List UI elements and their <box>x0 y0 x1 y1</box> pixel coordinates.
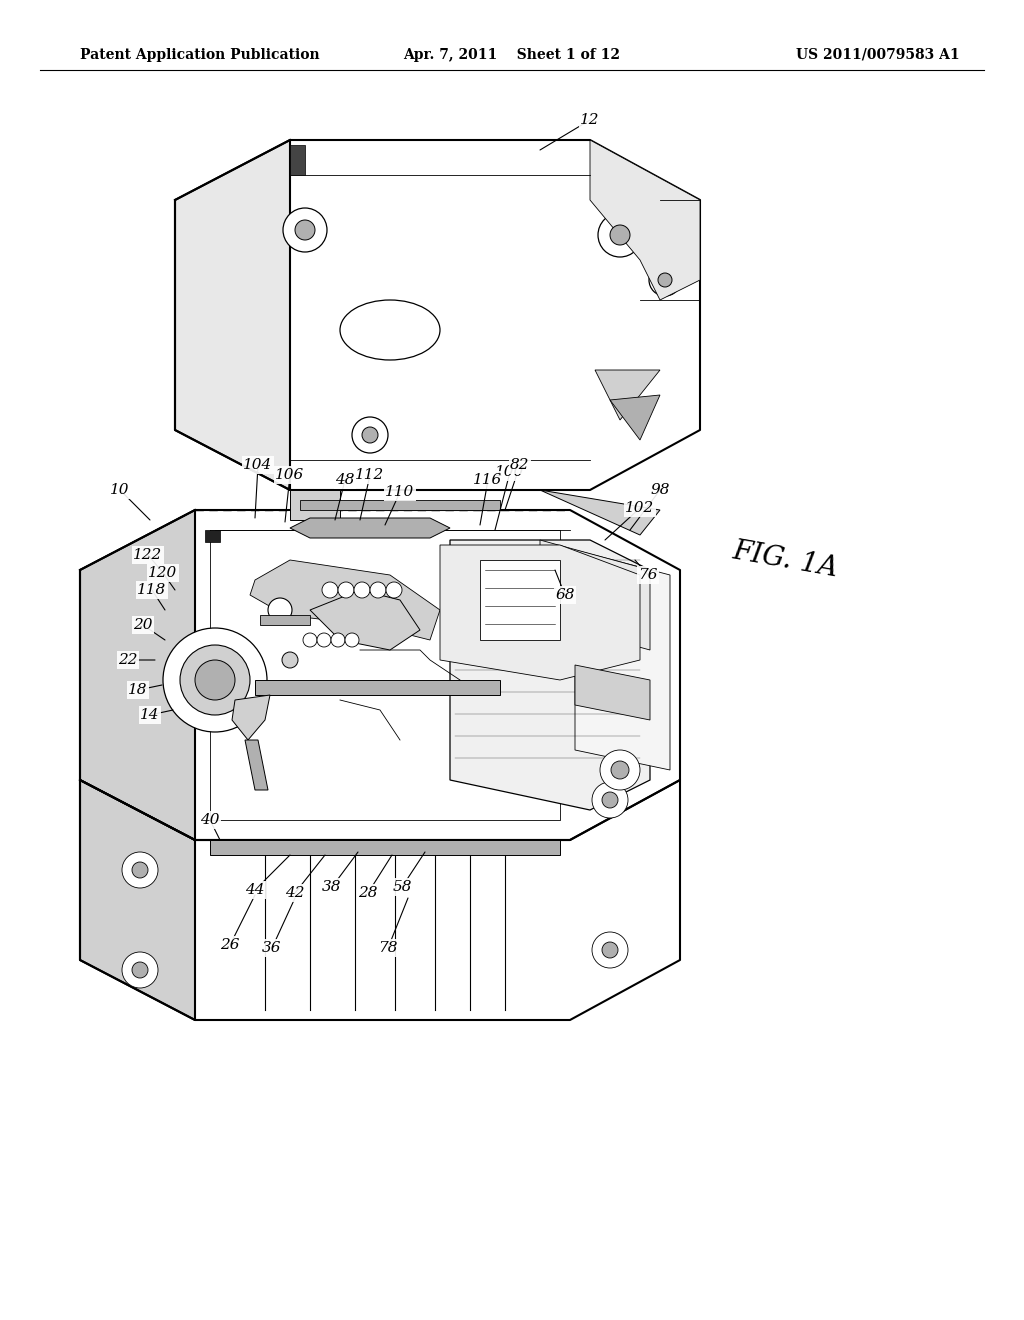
Polygon shape <box>540 490 660 535</box>
Polygon shape <box>450 540 650 810</box>
Polygon shape <box>80 510 680 840</box>
Polygon shape <box>290 517 450 539</box>
Polygon shape <box>175 140 290 490</box>
Circle shape <box>610 224 630 246</box>
Text: 40: 40 <box>201 813 220 828</box>
Polygon shape <box>575 665 650 719</box>
Polygon shape <box>255 680 500 696</box>
Text: 106: 106 <box>275 469 304 482</box>
Circle shape <box>163 628 267 733</box>
Circle shape <box>338 582 354 598</box>
Circle shape <box>331 634 345 647</box>
Circle shape <box>317 634 331 647</box>
Text: 38: 38 <box>323 880 342 894</box>
Polygon shape <box>80 510 195 840</box>
Text: 20: 20 <box>133 618 153 632</box>
Text: 76: 76 <box>638 568 657 582</box>
Text: FIG. 1A: FIG. 1A <box>730 537 840 582</box>
Text: Apr. 7, 2011    Sheet 1 of 12: Apr. 7, 2011 Sheet 1 of 12 <box>403 48 621 62</box>
Text: 28: 28 <box>358 886 378 900</box>
Text: 78: 78 <box>378 941 397 954</box>
Circle shape <box>592 781 628 818</box>
Polygon shape <box>300 500 500 510</box>
Text: 36: 36 <box>262 941 282 954</box>
Polygon shape <box>205 531 220 543</box>
Text: 112: 112 <box>355 469 385 482</box>
Circle shape <box>268 598 292 622</box>
Polygon shape <box>245 741 268 789</box>
Polygon shape <box>595 370 660 420</box>
Polygon shape <box>310 590 420 649</box>
Text: 10: 10 <box>111 483 130 498</box>
Text: 104: 104 <box>244 458 272 473</box>
Circle shape <box>598 213 642 257</box>
Polygon shape <box>480 560 560 640</box>
Polygon shape <box>80 780 680 1020</box>
Text: 120: 120 <box>148 566 177 579</box>
Polygon shape <box>540 540 650 649</box>
Text: 42: 42 <box>286 886 305 900</box>
Text: 98: 98 <box>650 483 670 498</box>
Polygon shape <box>250 560 440 640</box>
Polygon shape <box>80 780 195 1020</box>
Circle shape <box>195 660 234 700</box>
Text: 122: 122 <box>133 548 163 562</box>
Circle shape <box>122 851 158 888</box>
Text: Patent Application Publication: Patent Application Publication <box>80 48 319 62</box>
Text: 82: 82 <box>510 458 529 473</box>
Circle shape <box>303 634 317 647</box>
Circle shape <box>602 942 618 958</box>
Text: 44: 44 <box>246 883 265 898</box>
Polygon shape <box>290 145 305 176</box>
Polygon shape <box>590 140 700 300</box>
Text: 116: 116 <box>473 473 503 487</box>
Polygon shape <box>610 395 660 440</box>
Ellipse shape <box>340 300 440 360</box>
Text: 14: 14 <box>140 708 160 722</box>
Polygon shape <box>575 550 670 770</box>
Circle shape <box>658 273 672 286</box>
Circle shape <box>132 862 148 878</box>
Polygon shape <box>210 840 560 855</box>
Circle shape <box>602 792 618 808</box>
Text: 22: 22 <box>118 653 138 667</box>
Circle shape <box>132 962 148 978</box>
Polygon shape <box>232 696 270 741</box>
Circle shape <box>386 582 402 598</box>
Circle shape <box>283 209 327 252</box>
Text: 48: 48 <box>335 473 354 487</box>
Text: US 2011/0079583 A1: US 2011/0079583 A1 <box>797 48 961 62</box>
Circle shape <box>352 417 388 453</box>
Text: 58: 58 <box>392 880 412 894</box>
Circle shape <box>600 750 640 789</box>
Circle shape <box>592 932 628 968</box>
Text: 100: 100 <box>496 465 524 479</box>
Circle shape <box>345 634 359 647</box>
Polygon shape <box>440 545 640 680</box>
Text: 26: 26 <box>220 939 240 952</box>
Text: 102: 102 <box>626 502 654 515</box>
Circle shape <box>370 582 386 598</box>
Polygon shape <box>175 140 700 490</box>
Circle shape <box>362 426 378 444</box>
Circle shape <box>354 582 370 598</box>
Text: 12: 12 <box>581 114 600 127</box>
Text: 68: 68 <box>555 587 574 602</box>
Text: 118: 118 <box>137 583 167 597</box>
Circle shape <box>611 762 629 779</box>
Text: 18: 18 <box>128 682 147 697</box>
Circle shape <box>180 645 250 715</box>
Circle shape <box>295 220 315 240</box>
Circle shape <box>322 582 338 598</box>
Circle shape <box>122 952 158 987</box>
Circle shape <box>649 264 681 296</box>
Circle shape <box>282 652 298 668</box>
Text: 110: 110 <box>385 484 415 499</box>
Polygon shape <box>290 490 340 520</box>
Polygon shape <box>260 615 310 624</box>
